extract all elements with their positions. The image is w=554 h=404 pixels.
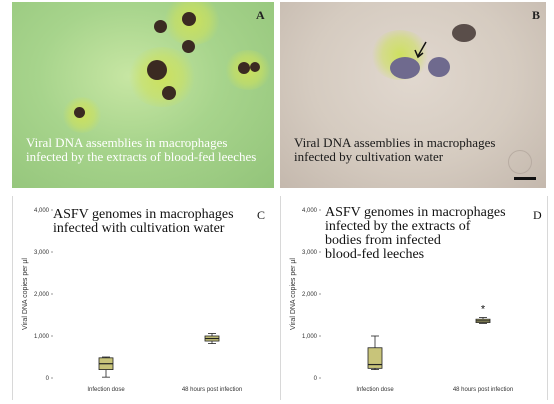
- y-tick-label: 2,000: [34, 292, 50, 298]
- nucleus: [182, 12, 196, 26]
- y-tick-label: 3,000: [302, 250, 318, 256]
- scale-bar: [514, 177, 536, 180]
- nucleus: [390, 57, 420, 79]
- nucleus: [238, 62, 250, 74]
- nucleus: [182, 40, 195, 53]
- y-axis-label: Viral DNA copies per µl: [22, 258, 29, 330]
- y-tick-label: 4,000: [34, 208, 50, 214]
- nucleus: [428, 57, 450, 77]
- y-tick-label: 1,000: [302, 334, 318, 340]
- panel-caption: Viral DNA assemblies in macrophages infe…: [294, 135, 496, 164]
- nucleus: [147, 60, 167, 80]
- y-tick-label: 0: [314, 376, 318, 382]
- panel-caption: Viral DNA assemblies in macrophages infe…: [26, 135, 257, 164]
- micrograph-panel-b: B Viral DNA assemblies in macrophages in…: [280, 2, 546, 188]
- panel-letter: C: [257, 208, 266, 222]
- x-category-label: Infection dose: [356, 387, 394, 393]
- nucleus: [154, 20, 167, 33]
- arrow-icon: [414, 41, 427, 59]
- chart-title: ASFV genomes in macrophages infected by …: [325, 205, 506, 262]
- boxplot-d: 0 1,000 2,000 3,000 4,000 Viral DNA copies pe…: [290, 208, 513, 393]
- nucleus: [250, 62, 260, 72]
- nucleus: [452, 24, 476, 42]
- y-tick-label: 0: [46, 376, 50, 382]
- box-iqr: [367, 347, 383, 369]
- panel-letter: D: [533, 208, 542, 222]
- x-category-label: Infection dose: [87, 387, 125, 393]
- significance-marker: *: [481, 304, 486, 316]
- chart-title: ASFV genomes in macrophages infected wit…: [53, 207, 234, 236]
- y-tick-label: 4,000: [302, 208, 318, 214]
- x-category-label: 48 hours post infection: [182, 387, 242, 393]
- y-tick-label: 1,000: [34, 334, 50, 340]
- y-axis-label: Viral DNA copies per µl: [290, 258, 297, 330]
- y-tick-label: 2,000: [302, 292, 318, 298]
- boxplot-panel-d: 0 1,000 2,000 3,000 4,000 Viral DNA copies pe…: [280, 196, 548, 400]
- nucleus: [162, 86, 176, 100]
- micrograph-panel-a: A Viral DNA assemblies in macrophages in…: [12, 2, 274, 188]
- x-category-label: 48 hours post infection: [453, 387, 513, 393]
- nucleus: [74, 107, 85, 118]
- panel-letter: A: [256, 8, 265, 22]
- panel-letter: B: [532, 8, 541, 22]
- cell-outline: [508, 150, 532, 174]
- y-tick-label: 3,000: [34, 250, 50, 256]
- boxplot-panel-c: 0 1,000 2,000 3,000 4,000 Viral DNA copies pe…: [12, 196, 275, 400]
- boxplot-c: 0 1,000 2,000 3,000 4,000 Viral DNA copies pe…: [22, 208, 242, 393]
